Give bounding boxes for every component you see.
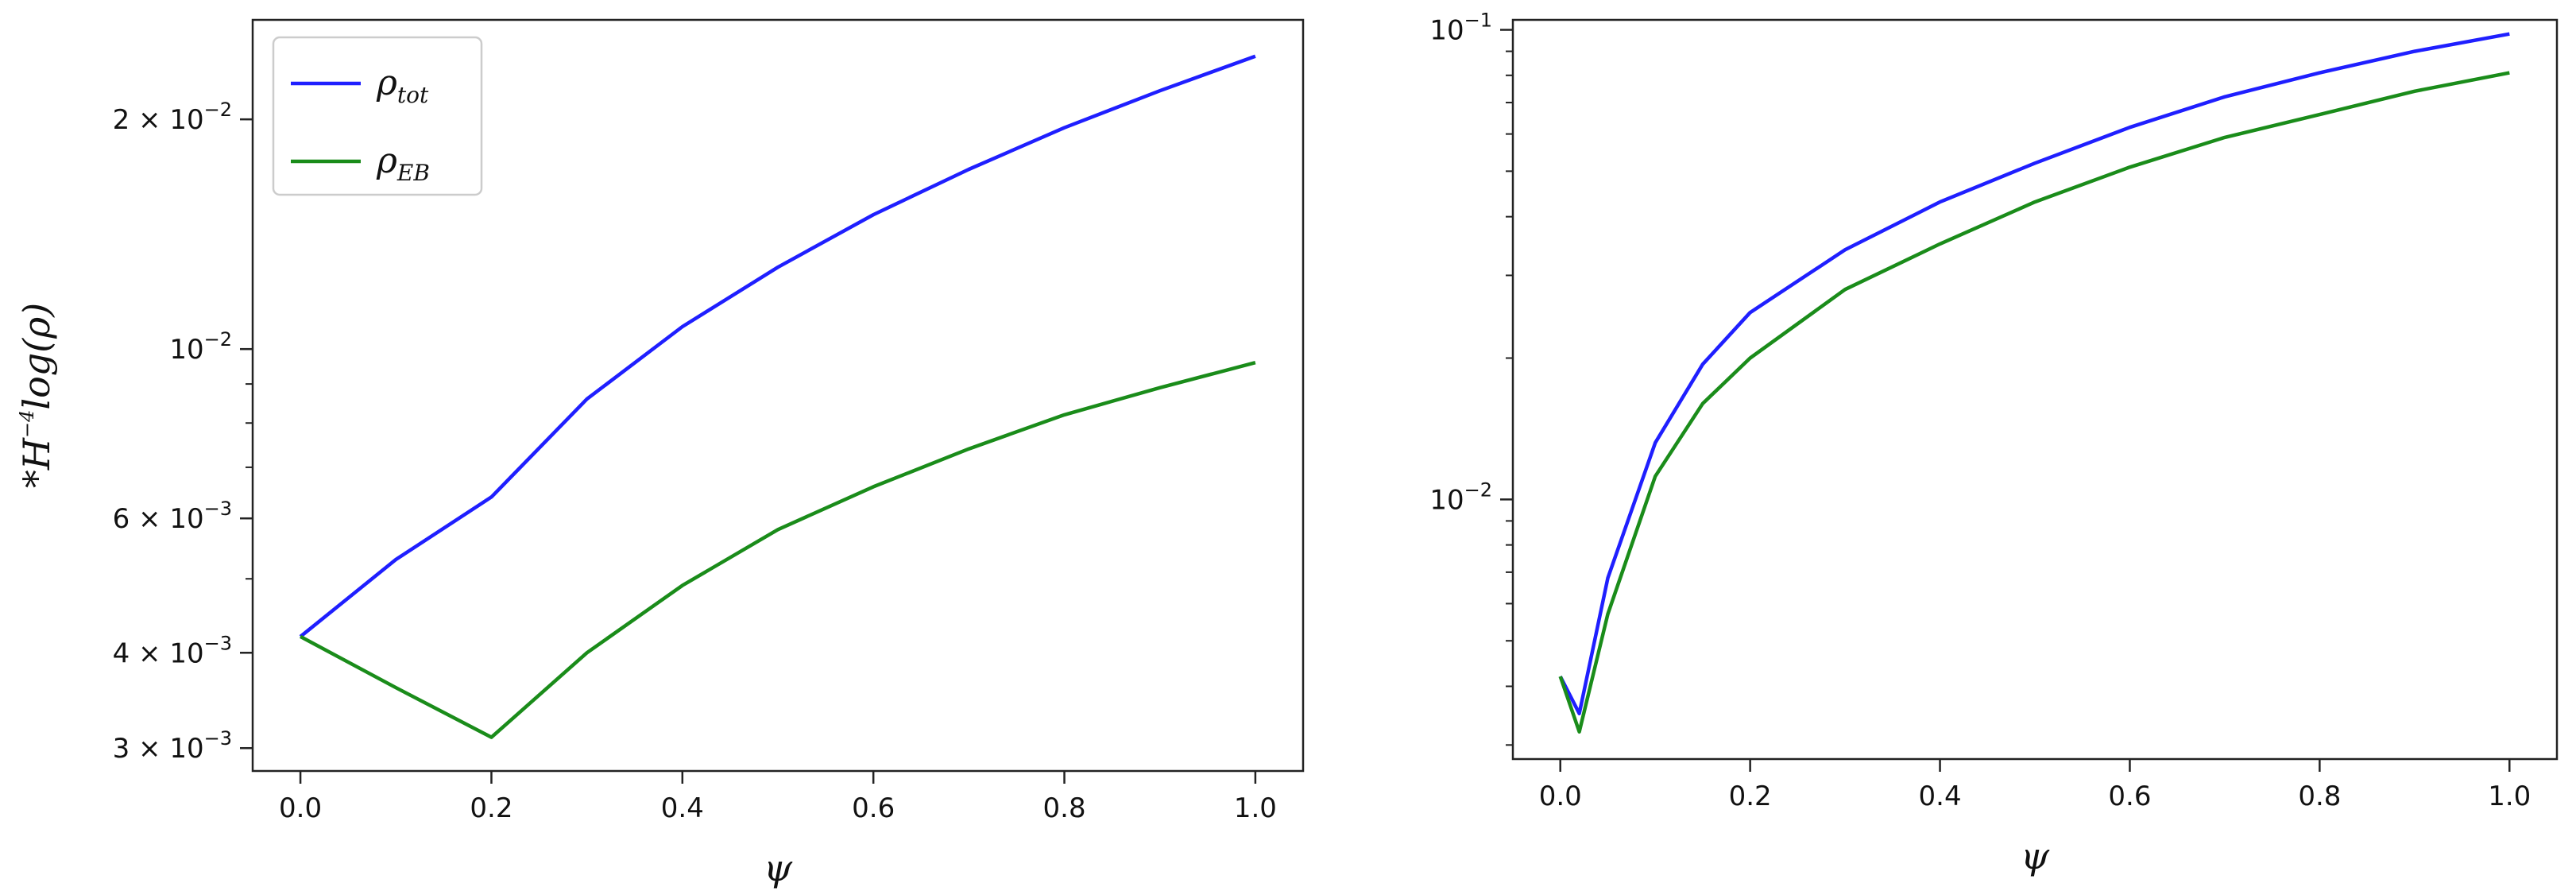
x-axis-label: ψ [764,846,793,889]
y-tick-label: 10−1 [1429,10,1492,47]
x-tick-label: 1.0 [2488,781,2531,812]
plot-frame [1511,18,2559,761]
y-axis-label: *H−4log(ρ) [15,303,58,488]
x-tick-label: 0.0 [279,792,322,824]
y-tick-label: 2 × 10−2 [113,99,232,136]
left-chart-panel: 3 × 10−3 4 × 10−3 6 × 10−3 10−2 2 × 10−2 0.0 0… [15,18,1305,889]
right-chart-panel: 10−2 10−1 0.0 0.2 0.4 0.6 0.8 1.0 ψ [1429,10,2559,877]
x-tick-label: 0.4 [661,792,704,824]
legend-box [272,36,483,196]
series-line-tot [299,54,1256,638]
x-tick-label: 0.2 [470,792,512,824]
series-line-tot [1558,32,2510,715]
x-tick-label: 0.6 [852,792,895,824]
y-tick-label: 4 × 10−3 [113,632,232,669]
y-tick-label: 6 × 10−3 [113,498,232,535]
x-tick-label: 1.0 [1234,792,1277,824]
legend: ρtot ρEB [272,36,483,196]
legend-label-tot: ρtot [376,63,429,108]
x-tick-label: 0.8 [1043,792,1086,824]
y-minor-ticks [1506,50,1513,746]
series-line-EB [1558,71,2510,734]
x-tick-label: 0.2 [1729,781,1772,812]
y-tick-label: 10−2 [169,328,232,366]
y-tick-label: 10−2 [1429,478,1492,516]
x-tick-label: 0.6 [2108,781,2151,812]
y-minor-ticks [246,118,253,750]
x-tick-label: 0.0 [1539,781,1582,812]
x-axis-label: ψ [2021,835,2050,877]
x-tick-label: 0.4 [1919,781,1962,812]
series-line-EB [300,361,1256,739]
legend-label-EB: ρEB [376,141,430,186]
plot-frame [251,18,1305,773]
y-tick-label: 3 × 10−3 [113,727,232,765]
x-tick-label: 0.8 [2298,781,2341,812]
